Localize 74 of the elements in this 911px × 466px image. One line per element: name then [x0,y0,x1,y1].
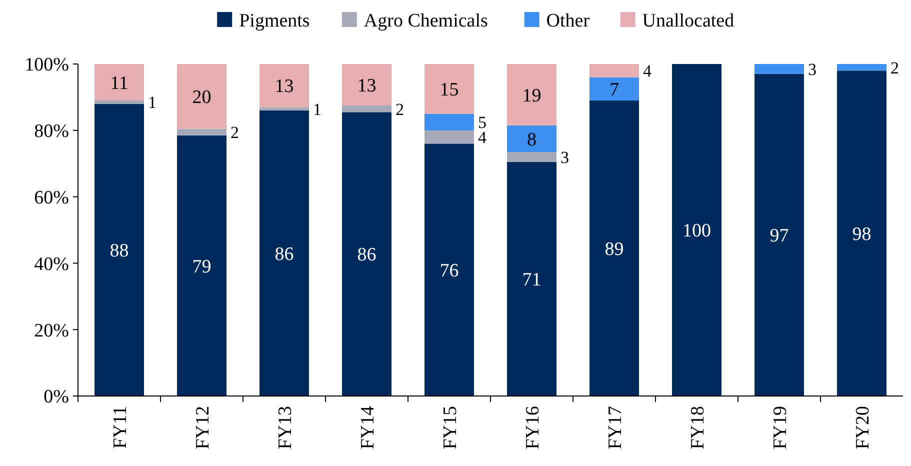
bar [424,130,474,144]
y-tick-label: 80% [34,121,70,142]
bar [177,64,226,129]
bar [342,106,392,112]
data-label: 19 [522,85,542,106]
legend-label: Agro Chemicals [364,10,488,32]
y-tick-label: 60% [34,187,70,208]
bar [754,74,804,396]
bar [260,110,309,396]
data-label: 4 [643,62,652,81]
data-label: 15 [440,80,459,101]
data-label: 20 [192,87,212,108]
x-tick-label: FY12 [192,406,214,450]
data-label: 2 [890,58,899,78]
data-label: 89 [604,238,624,260]
x-tick-label: FY14 [357,406,378,450]
bar [424,114,474,130]
x-tick-label: FY18 [687,406,708,450]
y-tick-label: 20% [34,320,70,342]
bar [507,162,556,396]
x-tick-label: FY15 [440,406,461,450]
bar [94,100,144,104]
legend-label: Pigments [239,10,310,32]
y-tick-label: 40% [34,254,70,275]
data-label: 76 [440,260,459,282]
data-label: 1 [313,100,322,119]
data-label: 100 [682,220,711,242]
bar [260,64,309,108]
bar [342,64,392,106]
data-label: 8 [527,129,536,150]
bar [342,112,392,396]
data-label: 88 [110,240,129,262]
x-tick-label: FY13 [274,406,296,450]
data-label: 11 [110,72,128,94]
bar [590,100,639,396]
bar [590,64,639,78]
bar [177,128,226,136]
bar [424,144,474,396]
data-label: 2 [396,100,404,119]
bar [507,152,556,162]
data-label: 1 [148,93,156,112]
bar [94,64,144,101]
x-tick-label: FY20 [852,406,874,450]
data-label: 7 [610,80,619,101]
bar [837,70,886,396]
data-label: 86 [274,244,294,265]
data-label: 3 [808,60,816,79]
bar [837,64,886,71]
x-tick-label: FY11 [110,406,131,449]
bar [260,107,309,110]
bar [177,135,226,396]
data-label: 79 [192,256,212,278]
x-tick-label: FY16 [522,406,544,450]
y-tick-label: 0% [44,386,70,408]
bar [507,125,556,152]
x-tick-label: FY17 [604,406,626,450]
y-tick-label: 100% [24,54,70,76]
legend-label: Other [546,10,590,32]
data-label: 2 [230,123,239,142]
data-label: 97 [770,226,789,247]
data-label: 13 [274,76,294,98]
data-label: 13 [357,75,376,96]
bar [94,104,144,396]
data-label: 71 [522,270,542,291]
bar [424,64,474,114]
bar [672,64,722,396]
data-label: 86 [357,244,376,266]
bar [507,64,556,126]
bar [754,64,804,74]
x-tick-label: FY19 [770,406,791,450]
bar [590,77,639,101]
legend-label: Unallocated [642,10,735,32]
data-label: 3 [560,148,569,167]
data-label: 98 [852,224,872,245]
